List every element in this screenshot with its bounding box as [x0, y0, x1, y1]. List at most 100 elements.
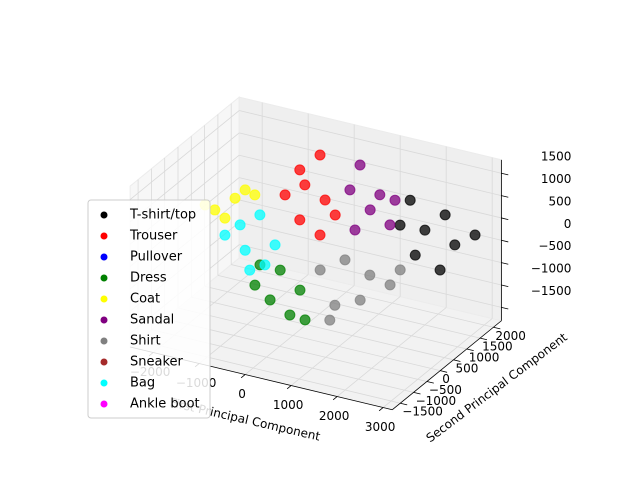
- grid-line: [177, 307, 441, 372]
- data-point: [384, 279, 396, 291]
- x-tick-label: 3000: [365, 420, 396, 434]
- data-point: [269, 239, 281, 251]
- y-tick-label: 2000: [495, 329, 526, 343]
- z-tick: [501, 217, 509, 220]
- grid-line: [382, 318, 493, 408]
- data-point: [284, 309, 296, 321]
- z-tick: [501, 239, 509, 243]
- data-point: [209, 204, 221, 216]
- data-point: [299, 314, 311, 326]
- legend-box: [87, 199, 211, 419]
- data-point: [344, 184, 356, 196]
- grid-line: [239, 110, 502, 174]
- data-point: [354, 294, 366, 306]
- legend-label: Shirt: [130, 334, 161, 349]
- legend-label: Trouser: [129, 229, 178, 244]
- data-point: [324, 314, 336, 326]
- data-point: [409, 249, 421, 261]
- grid-line: [290, 296, 401, 386]
- data-point: [274, 264, 286, 276]
- legend-marker: [100, 358, 108, 366]
- data-point: [349, 224, 361, 236]
- grid-line: [217, 275, 481, 339]
- data-point: [339, 254, 351, 266]
- y-tick-label: 1500: [482, 340, 513, 354]
- legend-marker: [100, 379, 108, 387]
- y-tick: [400, 402, 408, 406]
- grid-line: [198, 274, 309, 364]
- data-point: [449, 239, 461, 251]
- z-tick-label: 500: [548, 194, 571, 208]
- data-point: [439, 209, 451, 221]
- x-tick: [240, 374, 246, 379]
- y-tick: [480, 337, 488, 341]
- data-point: [294, 214, 306, 226]
- z-tick: [501, 284, 509, 288]
- data-point: [434, 264, 446, 276]
- legend-marker: [100, 295, 108, 303]
- x-tick-label: 2000: [319, 409, 350, 423]
- legend-marker: [100, 211, 108, 219]
- z-tick-label: 1500: [541, 150, 572, 164]
- legend-marker: [100, 337, 108, 345]
- data-point: [234, 219, 246, 231]
- data-point: [394, 219, 406, 231]
- legend-label: Dress: [130, 271, 167, 286]
- legend-label: Bag: [130, 376, 155, 391]
- y-tick-label: 0: [442, 372, 450, 386]
- legend-label: T-shirt/top: [129, 208, 196, 223]
- legend-label: Coat: [130, 292, 160, 307]
- y-tick: [413, 391, 421, 395]
- y-tick-label: −1000: [416, 394, 457, 408]
- grid-line: [239, 221, 502, 286]
- data-point: [264, 294, 276, 306]
- y-tick-label: −1500: [402, 405, 443, 419]
- grid-line: [239, 154, 502, 219]
- data-point: [314, 229, 326, 241]
- x-tick-label: 1000: [273, 398, 304, 412]
- data-point: [319, 194, 331, 206]
- data-point: [239, 244, 251, 256]
- data-point: [329, 299, 341, 311]
- data-point: [314, 149, 326, 161]
- legend-label: Pullover: [130, 250, 183, 265]
- data-point: [389, 194, 401, 206]
- x-tick-label: 0: [238, 387, 246, 401]
- z-tick-label: −500: [538, 239, 571, 253]
- data-point: [314, 264, 326, 276]
- data-point: [249, 279, 261, 291]
- data-point: [219, 212, 231, 224]
- data-point: [279, 189, 291, 201]
- data-point: [259, 259, 271, 271]
- data-point: [469, 229, 481, 241]
- data-point: [299, 179, 311, 191]
- y-tick-label: −500: [429, 383, 462, 397]
- data-point: [364, 204, 376, 216]
- z-tick: [501, 195, 509, 198]
- z-tick: [501, 306, 509, 310]
- grid-line: [239, 132, 502, 196]
- legend-marker: [100, 400, 108, 408]
- legend: T-shirt/top Trouser Pullover Dress Coat Sanda…: [87, 199, 211, 419]
- axis-line: [392, 320, 502, 411]
- data-point: [219, 229, 231, 241]
- y-tick-label: 500: [456, 361, 479, 375]
- grid-line: [204, 285, 467, 350]
- grid-line: [336, 307, 447, 397]
- data-point: [294, 164, 306, 176]
- grid-line: [239, 199, 502, 264]
- data-point: [419, 224, 431, 236]
- y-tick-label: 1000: [469, 350, 500, 364]
- z-tick: [501, 262, 509, 265]
- x-tick: [332, 396, 338, 401]
- legend-marker: [100, 274, 108, 282]
- y-tick: [453, 359, 461, 362]
- data-point: [244, 264, 256, 276]
- data-point: [354, 159, 366, 171]
- legend-label: Sandal: [130, 313, 174, 328]
- legend-marker: [100, 232, 108, 240]
- z-tick-label: 0: [564, 217, 572, 231]
- x-tick: [286, 385, 292, 390]
- data-point: [394, 264, 406, 276]
